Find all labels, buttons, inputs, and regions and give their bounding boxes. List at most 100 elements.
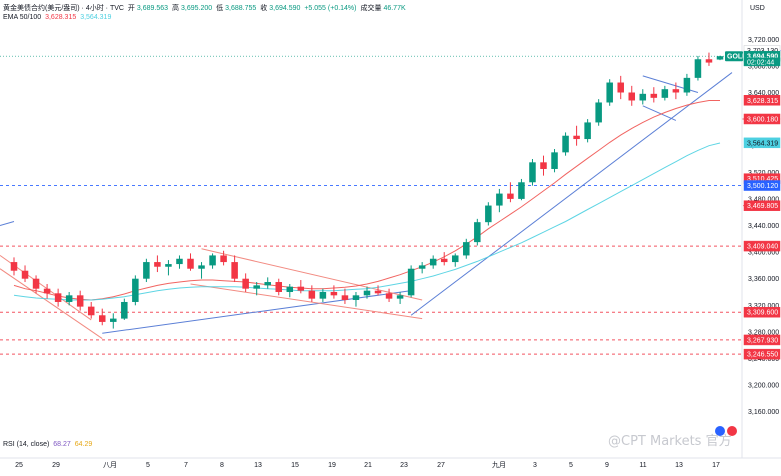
- candle-body: [21, 270, 29, 279]
- open-value: 3,689.563: [136, 5, 169, 12]
- price-label: 3,564.319: [747, 140, 778, 147]
- candle-body: [143, 262, 150, 279]
- candle-body: [639, 93, 647, 101]
- low-value: 3,688.755: [225, 5, 257, 12]
- candle-body: [132, 278, 139, 302]
- price-label-bg: [743, 180, 781, 191]
- ema-legend: EMA 50/100 3,628.315 3,564.319: [3, 14, 113, 21]
- candle-body: [661, 89, 669, 98]
- rsi-label: RSI (14, close): [3, 441, 50, 448]
- ema100-value: 3,564.319: [80, 14, 112, 21]
- candle-body: [187, 258, 194, 269]
- candle-body: [595, 102, 602, 123]
- price-label: 3,628.315: [747, 98, 778, 105]
- rsi-ma-value: 64.29: [74, 441, 93, 448]
- y-tick-label: 3,680.000: [748, 63, 779, 70]
- rsi-value: 68.27: [53, 441, 71, 448]
- candle-body: [650, 93, 658, 98]
- candle-body: [407, 268, 415, 296]
- price-label: 3,500.120: [747, 183, 778, 190]
- candle-body: [220, 255, 227, 263]
- price-label-bg: [743, 306, 781, 318]
- x-tick-label: 7: [184, 462, 188, 469]
- symbol-tag-bg: [725, 51, 743, 62]
- x-tick-label: 25: [15, 462, 23, 469]
- x-tick-label: 11: [639, 462, 646, 469]
- candle-body: [440, 258, 448, 263]
- candle-body: [308, 290, 316, 299]
- candle-body: [76, 295, 84, 307]
- candle-body: [87, 306, 95, 316]
- ema50-line: [13, 100, 720, 301]
- price-label: 3,267.930: [747, 337, 778, 344]
- low-label: 低: [216, 5, 224, 12]
- x-tick-label: 八月: [103, 461, 117, 469]
- y-tick-label: 3,160.000: [748, 409, 779, 416]
- price-label: 3,694.590: [747, 54, 778, 61]
- x-tick-label: 5: [569, 462, 573, 469]
- flag-icon[interactable]: [727, 426, 737, 436]
- ema100-line: [13, 142, 721, 301]
- candle-body: [110, 318, 117, 322]
- price-label-bg: [743, 334, 781, 346]
- candle-body: [352, 295, 360, 300]
- candle-body: [485, 205, 492, 223]
- price-label: 3,469.805: [747, 203, 778, 210]
- candle-body: [253, 285, 260, 289]
- alert-icon[interactable]: [715, 426, 725, 436]
- y-tick-label: 3,480.000: [748, 196, 779, 203]
- candle-body: [10, 262, 18, 271]
- candle-body: [562, 135, 569, 153]
- x-tick-label: 21: [364, 462, 372, 469]
- price-label-bg: [743, 57, 781, 67]
- candle-body: [330, 292, 338, 296]
- candle-body: [264, 282, 271, 286]
- candle-body: [385, 293, 393, 299]
- candle-body: [297, 286, 305, 291]
- y-tick-label: 3,320.000: [748, 303, 779, 310]
- y-tick-label: 3,640.000: [748, 90, 779, 97]
- candle-body: [242, 278, 249, 289]
- candle-body: [694, 59, 702, 78]
- candle-body: [573, 135, 580, 140]
- y-tick-label: 3,200.000: [748, 383, 779, 390]
- price-label-bg: [743, 95, 781, 106]
- candle-body: [451, 255, 459, 263]
- y-tick-label: 3,240.000: [748, 356, 779, 363]
- symbol-title: 黄金美债合约(美元/盎司) · 4小时 · TVC: [3, 5, 124, 12]
- candle-body: [198, 265, 205, 269]
- x-tick-label: 13: [675, 462, 683, 469]
- candle-body: [463, 242, 470, 256]
- candle-body: [32, 278, 40, 289]
- x-tick-label: 九月: [492, 460, 506, 469]
- x-tick-label: 15: [291, 462, 299, 469]
- change-value: +5.055 (+0.14%): [304, 5, 357, 12]
- candle-body: [65, 295, 73, 302]
- price-label: 3,409.040: [747, 244, 778, 251]
- x-tick-label: 3: [533, 462, 537, 469]
- channel-upper-line: [201, 248, 423, 301]
- volume-label: 成交量: [360, 5, 382, 12]
- close-value: 3,694.590: [269, 5, 301, 12]
- flag-lower-line: [642, 105, 677, 121]
- candle-body: [363, 290, 371, 296]
- ema-label: EMA 50/100: [3, 14, 42, 21]
- y-tick-label: 3,440.000: [748, 223, 779, 230]
- price-label: 3,510.425: [747, 176, 778, 183]
- x-tick-label: 19: [328, 462, 336, 469]
- y-tick-label: 3,280.000: [748, 329, 779, 336]
- candle-body: [275, 282, 283, 292]
- x-tick-label: 8: [220, 462, 224, 469]
- candle-body: [705, 59, 713, 63]
- descending-line-1: [0, 268, 103, 339]
- candle-body: [584, 122, 591, 140]
- price-label-bg: [743, 113, 781, 125]
- rsi-legend: RSI (14, close) 68.27 64.29: [3, 441, 94, 448]
- candle-body: [121, 301, 128, 319]
- candle-body: [518, 182, 525, 199]
- y-tick-label: 3,720.000: [748, 37, 779, 44]
- y-tick-label: 3,400.000: [748, 250, 779, 257]
- candle-body: [286, 286, 294, 292]
